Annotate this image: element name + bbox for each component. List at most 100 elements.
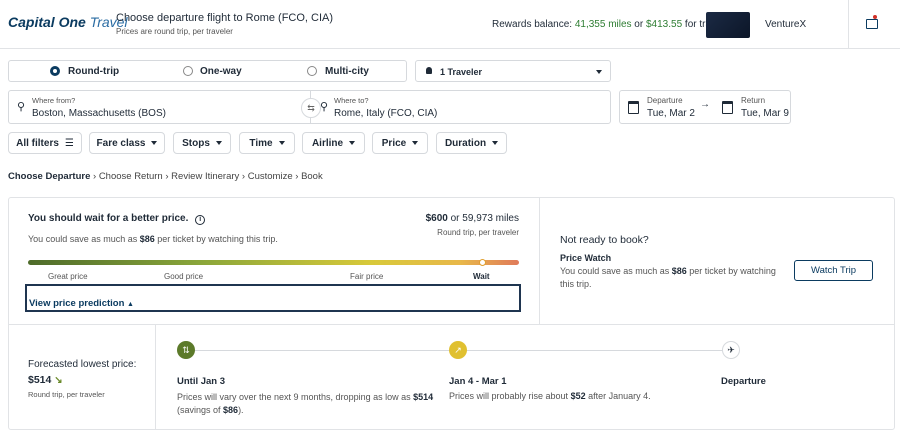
traveler-select[interactable]: 1 Traveler [415,60,611,82]
filter-button[interactable]: Price [372,132,428,154]
breadcrumb: Choose Departure › Choose Return › Revie… [8,171,323,182]
radio-selected[interactable] [50,66,60,76]
filter-button[interactable]: Time [239,132,295,154]
watch-button[interactable]: Watch Trip [794,260,873,281]
forecast-note: Round trip, per traveler [28,390,105,399]
step-text: Prices will probably rise about $52 afte… [449,391,651,401]
to-value[interactable]: Rome, Italy (FCO, CIA) [334,108,438,119]
divider [848,0,849,48]
to-label: Where to? [334,96,369,105]
text: ). [238,405,244,415]
filter-label: Stops [182,137,210,149]
trip-type-group [8,60,407,82]
scale-marker [479,259,486,266]
savings-text: You could save as much as $86 per ticket… [28,234,278,244]
price: $600 or 59,973 miles [426,213,519,224]
text: for travel [682,19,724,30]
filter-label: Duration [444,137,487,149]
step-title: Until Jan 3 [177,376,226,387]
arrow-icon: → [700,99,710,110]
logo-product: Travel [89,14,128,30]
calendar-icon [628,101,639,114]
forecast-label: Forecasted lowest price: [28,359,137,370]
watch-heading: Not ready to book? [560,234,649,246]
calendar-icon [722,101,733,114]
text: (savings of [177,405,224,415]
text: Prices will probably rise about [449,391,571,401]
amount: $52 [570,391,586,401]
return-label: Return [741,96,766,105]
divider [539,197,540,324]
scale-label: Good price [164,272,204,281]
radio-label[interactable]: Round-trip [68,66,120,77]
text: per ticket by watching this trip. [560,266,776,289]
card-name[interactable]: VentureX [765,19,807,30]
filter-button[interactable]: Duration [436,132,507,154]
cash: $413.55 [645,19,683,30]
logo[interactable]: Capital One Travel [8,14,128,30]
filter-button[interactable]: Airline [302,132,365,154]
filter-label: All filters [16,137,59,149]
filter-button[interactable]: All filters ☰ [8,132,82,154]
swap-button[interactable]: ⇆ [301,98,321,118]
filter-label: Fare class [96,137,146,149]
amount: $86 [139,234,155,244]
filter-button[interactable]: Stops [173,132,231,154]
page-subtitle: Prices are round trip, per traveler [116,27,233,36]
step-title: Departure [721,376,766,387]
text: Prices will vary over the next 9 months,… [177,392,414,402]
watch-text: You could save as much as $86 per ticket… [560,265,780,291]
headline-text: You should wait for a better price. [28,213,189,224]
toggle-label: View price prediction [29,298,125,309]
crumb[interactable]: Book [301,171,323,182]
logo-brand: Capital One [8,14,86,30]
forecast-value: $514 [28,374,52,386]
crumb[interactable]: Choose Return [98,171,163,182]
pin-icon: ⚲ [320,101,329,113]
forecast-price: $514 ↘ [28,374,63,386]
price-scale [28,260,519,265]
toggle-button[interactable]: View price prediction ▲ [25,284,521,312]
watch-title: Price Watch [560,253,612,263]
from-label: Where from? [32,96,76,105]
radio[interactable] [183,66,193,76]
crumb[interactable]: Review Itinerary [171,171,240,182]
step-icon: ↗ [449,341,467,359]
radio[interactable] [307,66,317,76]
text: Rewards balance: [492,19,575,30]
price-value: $600 [425,213,448,224]
radio-label[interactable]: Multi-city [325,66,369,77]
rewards: Rewards balance: 41,355 miles or $413.55… [492,19,724,30]
filter-button[interactable]: Fare class [89,132,165,154]
departure-value: Tue, Mar 2 [647,108,695,119]
step-text: Prices will vary over the next 9 months,… [177,391,442,417]
pin-icon: ⚲ [17,101,26,113]
filter-label: Price [381,137,407,149]
text: after January 4. [585,391,651,401]
header-border [0,48,900,49]
date-input[interactable] [619,90,791,124]
step-title: Jan 4 - Mar 1 [449,376,507,387]
filter-label: Airline [311,137,344,149]
filter-label: Time [249,137,273,149]
page-title: Choose departure flight to Rome (FCO, CI… [116,12,334,24]
divider [155,324,156,430]
text: or [631,19,646,30]
step-icon: ✈ [722,341,740,359]
text: per ticket by watching this trip. [154,234,278,244]
radio-label[interactable]: One-way [200,66,242,77]
amount: $86 [223,405,239,415]
headline: You should wait for a better price. i [28,213,206,225]
step-icon: ⇅ [177,341,195,359]
miles: 41,355 miles [574,19,632,30]
return-value: Tue, Mar 9 [741,108,789,119]
miles: or 59,973 miles [447,213,519,224]
trips-icon[interactable] [866,15,878,29]
divider [8,324,895,325]
amount: $514 [413,392,434,402]
departure-label: Departure [647,96,683,105]
crumb-current[interactable]: Choose Departure [8,171,91,182]
from-value[interactable]: Boston, Massachusetts (BOS) [32,108,166,119]
crumb[interactable]: Customize [247,171,293,182]
